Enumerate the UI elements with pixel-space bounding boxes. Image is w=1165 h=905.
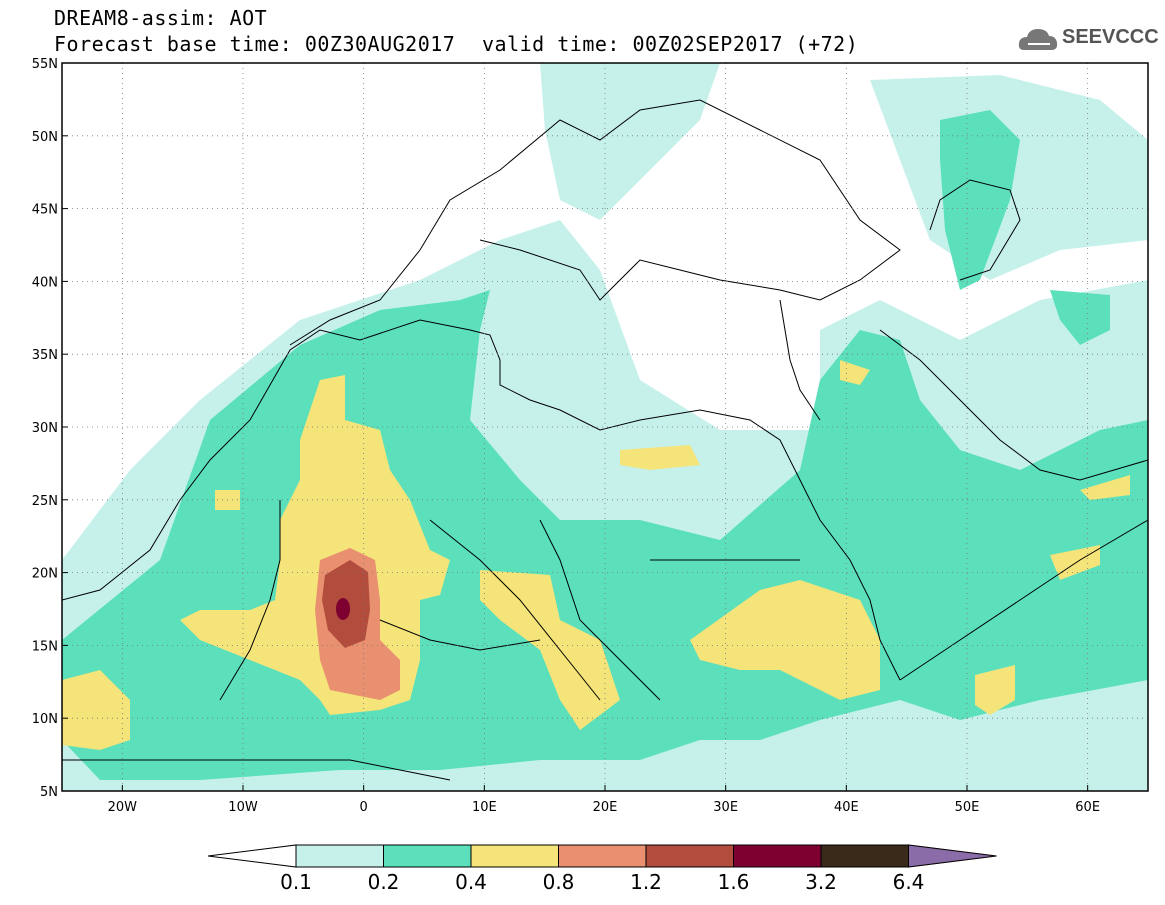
aot-field bbox=[62, 63, 1148, 791]
colorbar-max-arrow bbox=[908, 844, 997, 868]
colorbar-label: 1.6 bbox=[718, 870, 750, 894]
valid-time: valid time: 00Z02SEP2017 (+72) bbox=[482, 32, 859, 56]
colorbar-box bbox=[383, 844, 472, 868]
lat-label: 20N bbox=[32, 567, 58, 582]
colorbar-box bbox=[295, 844, 384, 868]
colorbar bbox=[207, 844, 997, 868]
lat-label: 5N bbox=[40, 785, 58, 800]
lon-label: 20E bbox=[593, 800, 618, 815]
lon-label: 10W bbox=[228, 800, 258, 815]
lon-label: 0 bbox=[360, 800, 368, 815]
lon-label: 10E bbox=[472, 800, 497, 815]
longitude-labels: 20W 10W 0 10E 20E 30E 40E 50E 60E bbox=[108, 785, 1100, 815]
lat-label: 40N bbox=[32, 275, 58, 290]
coastlines bbox=[62, 99, 1148, 781]
aot-level-0.4 bbox=[62, 360, 1130, 750]
colorbar-min-arrow bbox=[207, 844, 297, 868]
lon-label: 30E bbox=[713, 800, 738, 815]
cloud-logo-icon bbox=[1018, 29, 1058, 50]
lon-label: 60E bbox=[1075, 800, 1100, 815]
lat-label: 50N bbox=[32, 130, 58, 145]
lat-label: 35N bbox=[32, 348, 58, 363]
forecast-base-time: Forecast base time: 00Z30AUG2017 bbox=[54, 32, 456, 56]
aot-level-1.6 bbox=[336, 598, 350, 620]
lon-label: 50E bbox=[955, 800, 980, 815]
lat-label: 25N bbox=[32, 494, 58, 509]
colorbar-labels: 0.1 0.2 0.4 0.8 1.2 1.6 3.2 6.4 bbox=[280, 870, 924, 894]
lon-label: 40E bbox=[834, 800, 859, 815]
colorbar-box bbox=[558, 844, 647, 868]
colorbar-label: 3.2 bbox=[805, 870, 837, 894]
colorbar-label: 6.4 bbox=[893, 870, 925, 894]
lat-label: 30N bbox=[32, 421, 58, 436]
colorbar-box bbox=[733, 844, 822, 868]
lat-label: 15N bbox=[32, 639, 58, 654]
map-grid bbox=[62, 63, 1148, 791]
colorbar-label: 0.2 bbox=[368, 870, 400, 894]
colorbar-box bbox=[820, 844, 909, 868]
lat-label: 45N bbox=[32, 203, 58, 218]
colorbar-label: 0.8 bbox=[543, 870, 575, 894]
colorbar-label: 0.1 bbox=[280, 870, 312, 894]
lat-label: 55N bbox=[32, 57, 58, 72]
colorbar-box bbox=[645, 844, 734, 868]
logo-text: SEEVCCC bbox=[1062, 26, 1159, 48]
colorbar-label: 1.2 bbox=[630, 870, 662, 894]
lat-label: 10N bbox=[32, 712, 58, 727]
latitude-labels: 55N 50N 45N 40N 35N 30N 25N 20N 15N 10N 5N bbox=[32, 57, 68, 800]
colorbar-box bbox=[470, 844, 559, 868]
lon-label: 20W bbox=[108, 800, 138, 815]
map-title: DREAM8-assim: AOT bbox=[54, 6, 268, 30]
colorbar-label: 0.4 bbox=[455, 870, 487, 894]
